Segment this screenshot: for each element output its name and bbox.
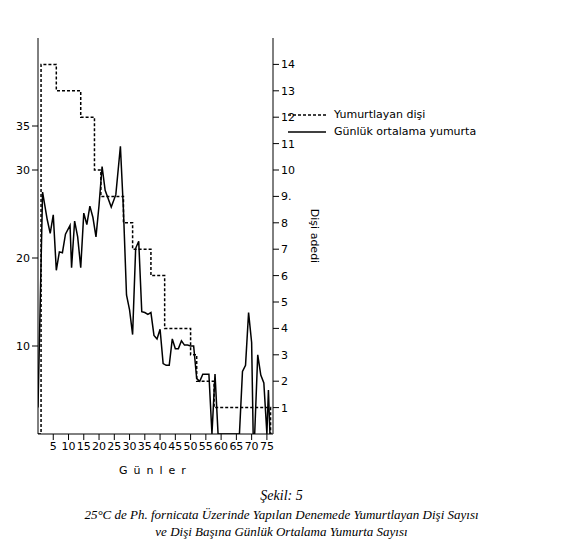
svg-text:10: 10: [62, 440, 76, 453]
svg-text:25: 25: [107, 440, 121, 453]
svg-text:6: 6: [281, 270, 288, 283]
svg-text:5: 5: [50, 440, 57, 453]
svg-text:3: 3: [281, 349, 288, 362]
svg-text:70: 70: [245, 440, 259, 453]
svg-text:12: 12: [281, 111, 295, 124]
svg-text:14: 14: [281, 58, 295, 71]
svg-text:10: 10: [281, 164, 295, 177]
svg-text:Günler: Günler: [119, 464, 192, 476]
svg-text:10: 10: [16, 340, 30, 353]
svg-text:40: 40: [153, 440, 167, 453]
svg-text:8: 8: [281, 217, 288, 230]
svg-text:13: 13: [281, 85, 295, 98]
svg-text:35: 35: [16, 120, 30, 133]
svg-text:15: 15: [77, 440, 91, 453]
svg-text:4: 4: [281, 322, 288, 335]
svg-text:20: 20: [16, 252, 30, 265]
svg-text:75: 75: [260, 440, 274, 453]
html-text:Şekil: 5: Şekil: 5: [260, 488, 303, 503]
svg-text:7: 7: [281, 243, 288, 256]
svg-text:60: 60: [214, 440, 228, 453]
html-text:Yumurtlayan dişi: Yumurtlayan dişi: [334, 108, 426, 121]
svg-text:55: 55: [199, 440, 213, 453]
svg-text:35: 35: [138, 440, 152, 453]
svg-text:2: 2: [281, 375, 288, 388]
html-text:Günlük ortalama yumurta: Günlük ortalama yumurta: [334, 125, 477, 138]
svg-text:30: 30: [123, 440, 137, 453]
svg-text:45: 45: [168, 440, 182, 453]
svg-text:Dişi adedi: Dişi adedi: [308, 209, 321, 263]
html-text:25°C de Ph. fornicata Üzerinde: 25°C de Ph. fornicata Üzerinde Yapılan D…: [84, 507, 479, 539]
svg-text:5: 5: [281, 296, 288, 309]
svg-text:1: 1: [281, 402, 288, 415]
svg-text:65: 65: [229, 440, 243, 453]
svg-text:11: 11: [281, 138, 295, 151]
svg-text:30: 30: [16, 164, 30, 177]
svg-text:50: 50: [184, 440, 198, 453]
svg-text:20: 20: [92, 440, 106, 453]
svg-text:9.: 9.: [281, 190, 292, 203]
